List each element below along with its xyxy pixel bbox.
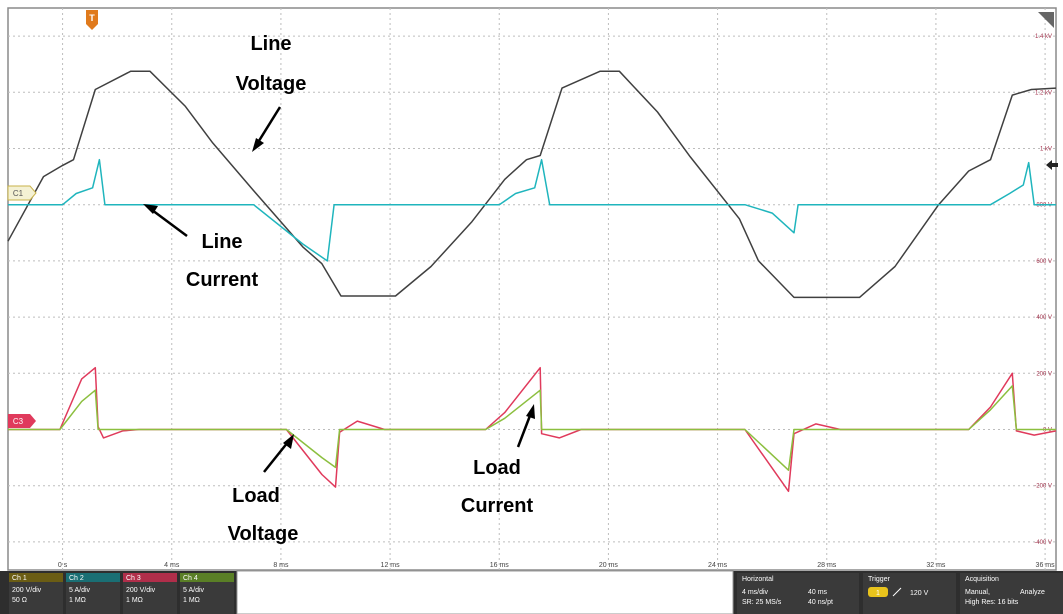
y-tick-label-6: 200 V bbox=[1036, 371, 1052, 377]
plot-frame bbox=[7, 7, 1057, 571]
acquisition-badge[interactable]: Acquisition Manual, Analyze High Res: 16… bbox=[960, 573, 1063, 614]
ch3-offset-marker[interactable]: C3 bbox=[8, 414, 36, 428]
annotation-load-voltage-arrow bbox=[263, 441, 289, 473]
x-tick-label-0: 0 s bbox=[58, 562, 68, 569]
series-line-ch-4 bbox=[8, 385, 1056, 471]
trigger-badge[interactable]: Trigger 1 120 V bbox=[863, 573, 956, 614]
y-tick-label-5: 400 V bbox=[1036, 315, 1052, 321]
x-tick-label-4: 16 ms bbox=[490, 562, 510, 569]
ch1-offset-label: C1 bbox=[13, 189, 24, 198]
acquisition-badge-analyze: Analyze bbox=[1020, 589, 1045, 596]
ch2-badge-label: Ch 2 bbox=[69, 575, 84, 582]
annotation-line-voltage: Line Voltage bbox=[236, 33, 307, 152]
y-tick-label-8: -200 V bbox=[1034, 484, 1052, 490]
ch1-badge-label: Ch 1 bbox=[12, 575, 27, 582]
annotation-load-voltage-line2: Voltage bbox=[228, 523, 299, 545]
annotation-line-voltage-arrowhead bbox=[252, 138, 264, 152]
rising-edge-icon bbox=[892, 587, 902, 597]
trigger-badge-level: 120 V bbox=[910, 590, 929, 597]
horizontal-badge-scale: 4 ms/div bbox=[742, 589, 769, 596]
ch1-badge-impedance: 50 Ω bbox=[12, 597, 27, 604]
trigger-badge-source: 1 bbox=[876, 590, 880, 597]
y-tick-labels: 1.4 kV 1.2 kV 1 kV 800 V 600 V 400 V 200 V 0 V -… bbox=[1034, 34, 1052, 546]
annotation-load-current-line1: Load bbox=[473, 457, 521, 479]
ch4-badge-impedance: 1 MΩ bbox=[183, 597, 200, 604]
annotation-load-current-line2: Current bbox=[461, 495, 534, 517]
annotation-load-voltage: Load Voltage bbox=[228, 434, 299, 545]
y-tick-label-4: 600 V bbox=[1036, 259, 1052, 265]
x-tick-label-3: 12 ms bbox=[381, 562, 401, 569]
horizontal-badge-resolution: 40 ns/pt bbox=[808, 599, 833, 606]
ch2-badge-scale: 5 A/div bbox=[69, 587, 91, 594]
horizontal-badge-record: 40 ms bbox=[808, 589, 828, 596]
waveforms bbox=[7, 70, 1057, 493]
ch2-badge[interactable]: Ch 2 5 A/div 1 MΩ bbox=[66, 573, 120, 614]
horizontal-badge-title: Horizontal bbox=[742, 576, 774, 583]
bottom-panel-blank-area bbox=[236, 570, 734, 614]
annotation-line-current-line2: Current bbox=[186, 269, 259, 291]
x-tick-label-2: 8 ms bbox=[273, 562, 289, 569]
graticule bbox=[8, 8, 1056, 570]
ch3-offset-label: C3 bbox=[13, 417, 24, 426]
ch4-badge[interactable]: Ch 4 5 A/div 1 MΩ bbox=[180, 573, 234, 614]
annotation-line-voltage-arrow bbox=[255, 106, 282, 145]
y-tick-label-1: 1.2 kV bbox=[1035, 90, 1052, 96]
y-tick-label-9: -400 V bbox=[1034, 540, 1052, 546]
annotation-load-current: Load Current bbox=[461, 404, 535, 517]
trigger-marker[interactable]: T bbox=[86, 10, 98, 30]
annotation-line-current-arrow bbox=[151, 208, 188, 238]
annotation-line-voltage-line2: Voltage bbox=[236, 73, 307, 95]
ch1-badge-scale: 200 V/div bbox=[12, 587, 42, 594]
acquisition-badge-mode: Manual, bbox=[965, 589, 990, 596]
y-tick-label-2: 1 kV bbox=[1040, 147, 1052, 153]
annotation-load-voltage-line1: Load bbox=[232, 485, 280, 507]
x-tick-label-7: 28 ms bbox=[817, 562, 837, 569]
y-tick-label-7: 0 V bbox=[1043, 428, 1052, 434]
trigger-marker-label: T bbox=[89, 13, 95, 23]
ch2-badge-impedance: 1 MΩ bbox=[69, 597, 86, 604]
x-tick-label-1: 4 ms bbox=[164, 562, 180, 569]
level-arrow-icon bbox=[1046, 160, 1058, 170]
trigger-badge-title: Trigger bbox=[868, 576, 891, 583]
x-tick-labels: 0 s 4 ms 8 ms 12 ms 16 ms 20 ms 24 ms 28 ms 32 m… bbox=[58, 562, 1055, 569]
annotation-load-current-arrowhead bbox=[526, 404, 535, 419]
x-tick-label-6: 24 ms bbox=[708, 562, 728, 569]
annotation-load-current-arrow bbox=[516, 412, 533, 448]
ch4-badge-scale: 5 A/div bbox=[183, 587, 205, 594]
annotation-line-voltage-line1: Line bbox=[250, 33, 291, 55]
menu-corner-icon[interactable] bbox=[1038, 12, 1054, 28]
horizontal-badge-sample-rate: SR: 25 MS/s bbox=[742, 599, 782, 606]
acquisition-badge-resolution: High Res: 16 bits bbox=[965, 599, 1019, 606]
ch3-badge-scale: 200 V/div bbox=[126, 587, 156, 594]
ch1-badge[interactable]: Ch 1 200 V/div 50 Ω bbox=[9, 573, 63, 614]
ch3-badge-label: Ch 3 bbox=[126, 575, 141, 582]
horizontal-badge[interactable]: Horizontal 4 ms/div 40 ms SR: 25 MS/s 40… bbox=[737, 573, 859, 614]
x-tick-label-9: 36 ms bbox=[1036, 562, 1056, 569]
acquisition-badge-title: Acquisition bbox=[965, 576, 999, 583]
annotation-line-current-arrowhead bbox=[143, 204, 158, 214]
series-line-ch-2 bbox=[8, 158, 1056, 262]
trigger-source-chip bbox=[868, 587, 888, 597]
annotation-line-current: Line Current bbox=[143, 204, 258, 291]
annotation-line-current-line1: Line bbox=[201, 231, 242, 253]
y-tick-label-0: 1.4 kV bbox=[1035, 34, 1052, 40]
x-tick-label-8: 32 ms bbox=[926, 562, 946, 569]
ch1-offset-marker[interactable]: C1 bbox=[7, 185, 37, 201]
series-line-ch-1 bbox=[7, 70, 1057, 299]
y-tick-label-3: 800 V bbox=[1036, 203, 1052, 209]
annotation-load-voltage-arrowhead bbox=[283, 434, 294, 449]
ch3-badge-impedance: 1 MΩ bbox=[126, 597, 143, 604]
x-tick-label-5: 20 ms bbox=[599, 562, 619, 569]
ch3-badge[interactable]: Ch 3 200 V/div 1 MΩ bbox=[123, 573, 177, 614]
ch4-badge-label: Ch 4 bbox=[183, 575, 198, 582]
